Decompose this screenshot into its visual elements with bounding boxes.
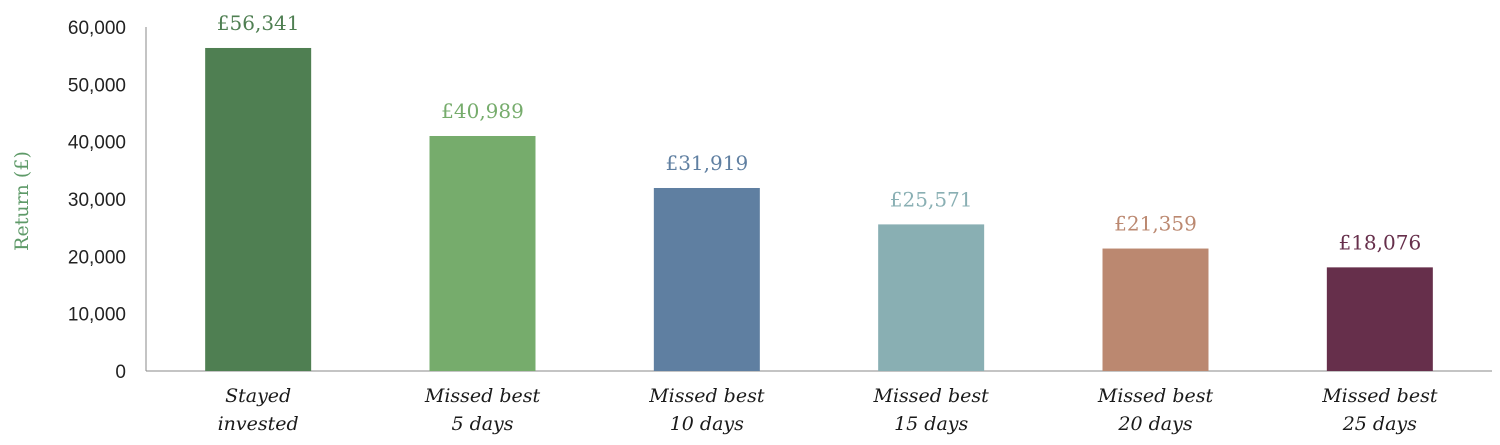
data-label: £18,076 [1338, 230, 1421, 254]
x-tick-label: 15 days [894, 413, 968, 435]
y-tick-label: 20,000 [68, 247, 126, 268]
x-tick-label: 10 days [670, 413, 744, 435]
y-tick-label: 10,000 [68, 305, 126, 326]
y-tick-label: 60,000 [68, 18, 126, 39]
x-tick-label: Missed best [424, 385, 541, 407]
bar [878, 224, 985, 371]
bar [1102, 248, 1209, 371]
x-tick-label: Missed best [1321, 385, 1438, 407]
y-axis-title: Return (£) [11, 151, 33, 251]
x-tick-label: 5 days [451, 413, 513, 435]
x-tick-label: Missed best [1097, 385, 1214, 407]
bar [1326, 267, 1433, 371]
y-tick-label: 30,000 [68, 190, 126, 211]
x-tick-label: Stayed [225, 385, 291, 407]
bar [653, 187, 760, 371]
y-tick-label: 50,000 [68, 75, 126, 96]
y-tick-label: 40,000 [68, 133, 126, 154]
y-tick-label: 0 [115, 362, 126, 383]
x-tick-label: Missed best [873, 385, 990, 407]
bar [205, 47, 312, 371]
x-tick-label: 25 days [1342, 413, 1417, 435]
data-label: £56,341 [217, 11, 300, 35]
data-label: £40,989 [441, 99, 524, 123]
data-label: £25,571 [890, 187, 973, 211]
x-tick-label: invested [218, 413, 299, 435]
data-label: £21,359 [1114, 212, 1197, 236]
data-label: £31,919 [665, 151, 748, 175]
bar [429, 135, 536, 371]
x-tick-label: Missed best [648, 385, 765, 407]
x-tick-label: 20 days [1117, 413, 1192, 435]
